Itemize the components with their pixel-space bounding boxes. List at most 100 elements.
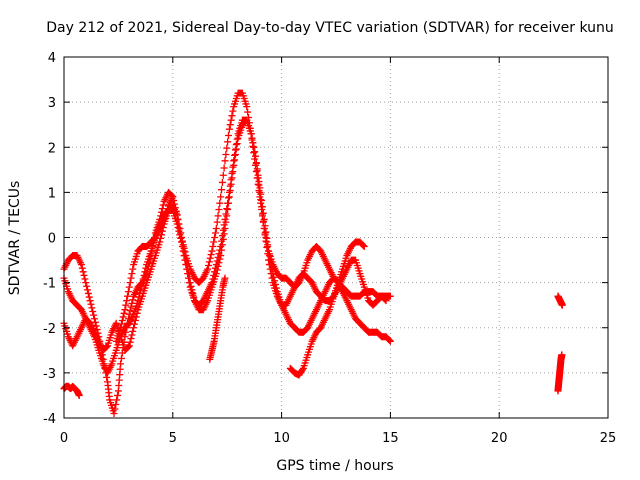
data-point-fill — [185, 279, 193, 287]
data-point-fill — [232, 141, 240, 149]
data-point-fill — [262, 237, 270, 245]
data-point-fill — [224, 138, 232, 146]
data-point-fill — [126, 307, 134, 315]
data-point-fill — [233, 135, 241, 143]
y-tick-label: 3 — [48, 96, 56, 111]
data-point-fill — [129, 265, 137, 273]
data-point — [386, 337, 394, 345]
x-tick-label: 5 — [169, 431, 177, 446]
data-point-fill — [88, 304, 96, 312]
data-point-fill — [157, 234, 165, 242]
data-point-fill — [251, 148, 259, 156]
data-point-fill — [226, 182, 234, 190]
data-point-fill — [209, 275, 217, 283]
data-point-fill — [264, 250, 272, 258]
data-point-fill — [112, 400, 120, 408]
data-point-fill — [218, 237, 226, 245]
data-point-fill — [140, 271, 148, 279]
data-point-fill — [159, 201, 167, 209]
data-point-fill — [224, 206, 232, 214]
data-point-fill — [176, 231, 184, 239]
data-point-fill — [266, 265, 274, 273]
data-point — [221, 157, 229, 165]
data-point-fill — [80, 271, 88, 279]
data-point-fill — [114, 391, 122, 399]
data-point-fill — [180, 252, 188, 260]
data-point-fill — [89, 308, 97, 316]
data-point-fill — [128, 331, 136, 339]
data-point-fill — [214, 212, 222, 220]
data-series — [60, 116, 390, 377]
data-point-fill — [84, 289, 92, 297]
data-point — [558, 301, 566, 309]
data-point — [230, 157, 238, 165]
data-point-fill — [118, 317, 126, 325]
data-point-fill — [204, 261, 212, 269]
data-point-fill — [79, 268, 87, 276]
data-point — [117, 324, 125, 332]
data-point-fill — [184, 274, 192, 282]
data-point — [125, 342, 133, 350]
y-tick-label: 0 — [48, 232, 56, 247]
data-point — [173, 220, 181, 228]
data-point-fill — [386, 336, 394, 344]
data-series — [60, 116, 394, 354]
data-point-fill — [268, 274, 276, 282]
data-point — [217, 243, 225, 251]
data-point — [208, 279, 216, 287]
data-point-fill — [248, 134, 256, 142]
data-point-fill — [209, 243, 217, 251]
data-point-fill — [228, 169, 236, 177]
data-points — [60, 89, 566, 417]
data-point-fill — [127, 274, 135, 282]
data-point-fill — [261, 231, 269, 239]
grid-lines — [64, 57, 608, 418]
data-point-fill — [137, 286, 145, 294]
data-point-fill — [223, 205, 231, 213]
data-point — [110, 409, 118, 417]
data-point-fill — [222, 150, 230, 158]
data-point-fill — [219, 171, 227, 179]
data-point-fill — [178, 243, 186, 251]
data-point-fill — [229, 107, 237, 115]
data-point-fill — [183, 265, 191, 273]
x-tick-label: 0 — [60, 431, 68, 446]
data-point-fill — [181, 256, 189, 264]
data-point-fill — [179, 247, 187, 255]
data-point-fill — [111, 405, 119, 413]
y-tick-label: -2 — [43, 322, 56, 337]
data-point-fill — [126, 279, 134, 287]
data-point — [82, 279, 90, 287]
data-point-fill — [254, 174, 262, 182]
data-point — [221, 274, 229, 282]
y-tick-label: 4 — [48, 51, 56, 66]
data-point-fill — [174, 224, 182, 232]
data-point-fill — [81, 275, 89, 283]
x-tick-label: 10 — [273, 431, 290, 446]
data-point — [247, 130, 255, 138]
data-point-fill — [227, 176, 235, 184]
data-point-fill — [229, 163, 237, 171]
data-point — [182, 261, 190, 269]
data-point-fill — [298, 366, 306, 374]
data-point-fill — [220, 221, 228, 229]
data-point — [386, 292, 394, 300]
data-point — [260, 224, 268, 232]
data-point — [221, 215, 229, 223]
data-point-fill — [223, 144, 231, 152]
data-point — [130, 324, 138, 332]
data-point-fill — [83, 282, 91, 290]
data-point-fill — [122, 301, 130, 309]
data-point-fill — [210, 271, 218, 279]
y-tick-label: -3 — [43, 367, 56, 382]
data-point-fill — [211, 229, 219, 237]
data-point-fill — [359, 242, 367, 250]
data-point-fill — [250, 143, 258, 151]
data-point-fill — [78, 264, 86, 272]
data-point-fill — [211, 268, 219, 276]
data-point — [265, 256, 273, 264]
data-point-fill — [129, 327, 137, 335]
data-point-fill — [263, 243, 271, 251]
data-point-fill — [129, 296, 137, 304]
